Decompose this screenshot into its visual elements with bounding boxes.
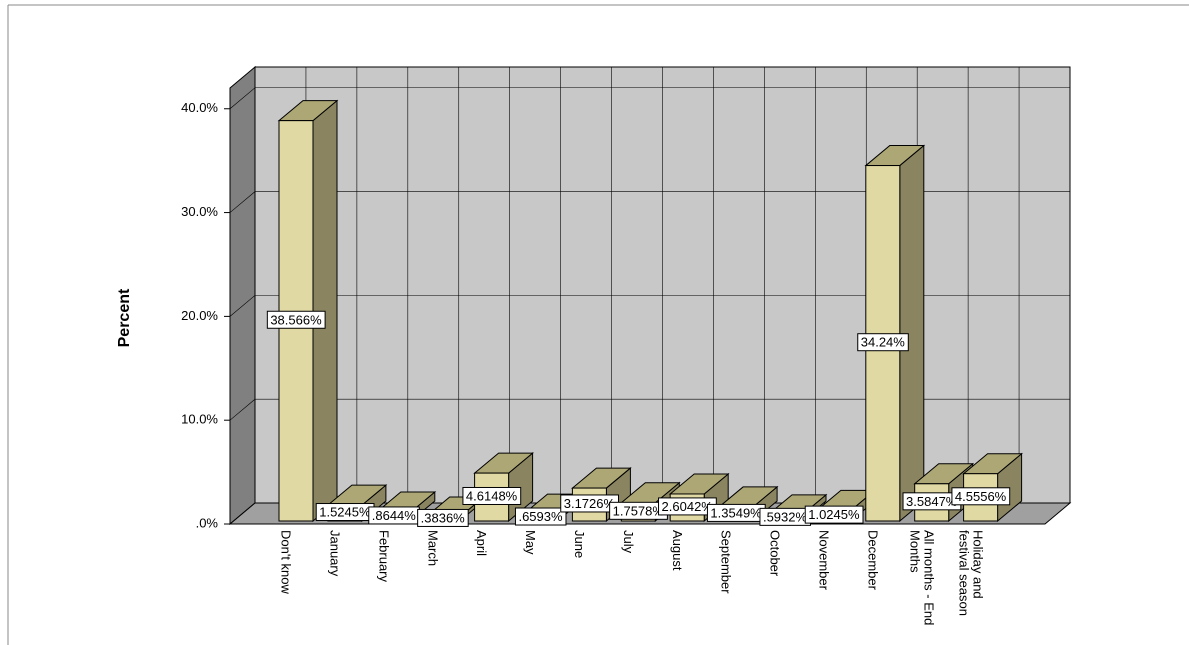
y-tick-label: 20.0% (181, 308, 218, 323)
value-label: 1.3549% (710, 505, 762, 520)
value-label-group: 3.5847% (902, 492, 962, 511)
y-tick-label: 10.0% (181, 412, 218, 427)
value-label: 38.566% (270, 312, 322, 327)
value-label: .6593% (518, 509, 563, 524)
x-tick-label: September (719, 530, 734, 594)
x-tick-label: May (523, 530, 538, 555)
x-tick-label: November (816, 530, 831, 591)
y-tick-label: .0% (196, 515, 219, 530)
x-tick-label: July (621, 530, 636, 554)
value-label: 2.6042% (662, 499, 714, 514)
value-label: 34.24% (861, 335, 906, 350)
x-tick-label: February (376, 530, 391, 583)
value-label: 3.5847% (906, 494, 958, 509)
value-label: .3836% (421, 510, 466, 525)
value-label: 4.5556% (955, 489, 1007, 504)
x-tick-label: All months - EndMonths (907, 530, 936, 625)
x-tick-label: Don't know (279, 530, 294, 595)
value-label-group: .3836% (417, 508, 469, 527)
y-tick-label: 40.0% (181, 100, 218, 115)
x-tick-label: June (572, 530, 587, 558)
value-label-group: .5932% (759, 507, 811, 526)
value-label-box (857, 333, 909, 352)
value-label-group: 2.6042% (658, 497, 717, 516)
x-tick-label-line: All months - End (921, 530, 936, 625)
value-label: 1.0245% (808, 507, 860, 522)
left-wall (229, 65, 256, 526)
value-label-box (804, 505, 864, 524)
value-label-box (514, 507, 567, 526)
value-label-box (266, 310, 326, 329)
value-label-group: 4.5556% (951, 487, 1011, 506)
x-tick-label-line: Months (907, 530, 922, 573)
x-tick-label-line: festival season (956, 530, 971, 616)
value-label: 4.6148% (466, 488, 518, 503)
x-tick-label: October (768, 530, 783, 577)
value-label-group: 4.6148% (462, 486, 522, 505)
value-label-group: 1.3549% (706, 503, 766, 522)
y-axis-label: Percent (116, 288, 133, 347)
value-label-group: 38.566% (266, 310, 326, 329)
grid-line (229, 87, 1070, 109)
value-label-box (951, 487, 1011, 506)
y-tick-label: 30.0% (181, 204, 218, 219)
value-label: 1.5245% (319, 505, 371, 520)
value-label: .5932% (763, 509, 808, 524)
value-label-group: 34.24% (857, 333, 909, 352)
x-tick-label: Holiday andfestival season (956, 530, 985, 616)
x-tick-label-line: Holiday and (970, 530, 985, 599)
grid-line (229, 398, 1070, 421)
value-label-box (462, 486, 522, 505)
x-tick-label: April (474, 530, 489, 556)
value-label-group: 1.5245% (315, 503, 375, 522)
value-label-box (417, 508, 469, 527)
value-label-group: .6593% (514, 507, 567, 526)
x-tick-label: December (865, 530, 880, 591)
grid-line (229, 191, 1070, 213)
value-label-group: 1.0245% (804, 505, 864, 524)
x-tick-label: March (425, 530, 440, 566)
value-label-group: 1.7578% (609, 501, 668, 520)
x-tick-label: August (670, 530, 685, 571)
value-label-group: .8644% (368, 506, 420, 525)
value-label: .8644% (372, 508, 417, 523)
value-label: 3.1726% (564, 496, 616, 511)
x-tick-label: January (327, 530, 342, 577)
value-label-group: 3.1726% (560, 494, 619, 513)
value-label: 1.7578% (613, 503, 665, 518)
grid-line (229, 295, 1070, 317)
